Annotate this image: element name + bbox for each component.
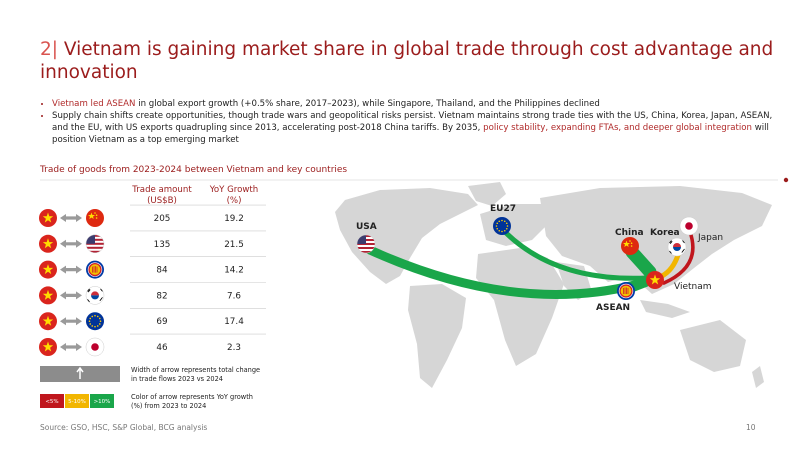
flag-partner bbox=[86, 209, 104, 227]
table-cell: 2.3 bbox=[227, 343, 241, 353]
slide-title: 2| Vietnam is gaining market share in gl… bbox=[40, 38, 780, 84]
bullet-text: Supply chain shifts create opportunities… bbox=[52, 111, 773, 133]
bullet-text: in global export growth (+0.5% share, 20… bbox=[135, 99, 600, 109]
map-label: ASEAN bbox=[596, 303, 630, 313]
flag-vietnam bbox=[39, 312, 57, 331]
flag-vietnam bbox=[39, 260, 57, 279]
table-cell: 205 bbox=[154, 214, 171, 224]
table-cell: 46 bbox=[156, 343, 168, 353]
legend-swatch-green bbox=[90, 394, 114, 408]
flag-partner bbox=[86, 312, 104, 331]
bullet: Supply chain shifts create opportunities… bbox=[52, 110, 787, 146]
table-header: (US$B) bbox=[147, 196, 177, 206]
table-cell: 84 bbox=[156, 266, 168, 276]
flag-china bbox=[621, 237, 639, 255]
table-cell: 69 bbox=[156, 317, 167, 327]
arrow-japan bbox=[662, 230, 695, 285]
table-cell: 19.2 bbox=[224, 214, 244, 224]
flag-korea bbox=[667, 237, 687, 257]
legend-note: in trade flows 2023 vs 2024 bbox=[131, 375, 223, 383]
flag-partner bbox=[85, 337, 105, 357]
flow-arrow bbox=[60, 214, 82, 222]
table-cell: 135 bbox=[154, 240, 171, 250]
flag-vietnam bbox=[39, 234, 57, 253]
flag-japan bbox=[679, 216, 699, 236]
legend-swatch-yellow bbox=[65, 394, 89, 408]
map-label: Korea bbox=[650, 228, 680, 238]
table-cell: 7.6 bbox=[227, 291, 241, 301]
title-text: Vietnam is gaining market share in globa… bbox=[40, 39, 774, 83]
flag-partner bbox=[86, 235, 104, 253]
legend-color-label: 5-10% bbox=[68, 399, 86, 405]
flag-vietnam bbox=[39, 209, 57, 227]
rule-dot bbox=[783, 177, 789, 183]
source: Source: GSO, HSC, S&P Global, BCG analys… bbox=[40, 423, 208, 432]
legend-width-swatch bbox=[40, 366, 120, 382]
map-label: Vietnam bbox=[674, 282, 712, 292]
table-header: (%) bbox=[227, 196, 242, 206]
world-map bbox=[335, 182, 772, 388]
bullet: Vietnam led ASEAN in global export growt… bbox=[52, 98, 787, 110]
title-number: 2| bbox=[40, 39, 59, 60]
map-label: USA bbox=[356, 222, 377, 232]
flow-arrow bbox=[60, 291, 82, 300]
arrow-usa bbox=[365, 245, 651, 299]
table-cell: 82 bbox=[156, 291, 167, 301]
table-cell: 14.2 bbox=[224, 266, 244, 276]
legend-color-label: >10% bbox=[94, 399, 111, 405]
map-label: China bbox=[615, 228, 644, 238]
flag-eu bbox=[493, 217, 511, 235]
flow-arrow bbox=[60, 265, 82, 274]
table-header: Trade amount bbox=[131, 185, 192, 195]
bullet-list: Vietnam led ASEAN in global export growt… bbox=[40, 98, 787, 146]
flag-asean bbox=[616, 281, 636, 301]
arrow-china bbox=[625, 245, 657, 279]
table-cell: 17.4 bbox=[224, 317, 244, 327]
legend-color-label: <5% bbox=[45, 399, 58, 405]
map-label: Japan bbox=[697, 233, 723, 243]
legend-swatch-red bbox=[40, 394, 64, 408]
section-title: Trade of goods from 2023-2024 between Vi… bbox=[40, 165, 348, 175]
flag-partner bbox=[85, 259, 105, 280]
legend-note: Width of arrow represents total change bbox=[131, 366, 260, 374]
flag-vietnam bbox=[39, 338, 57, 356]
flag-vietnam bbox=[39, 286, 57, 305]
table-header: YoY Growth bbox=[209, 185, 258, 195]
table-cell: 21.5 bbox=[224, 240, 244, 250]
flow-arrow bbox=[60, 317, 82, 326]
arrow-korea bbox=[659, 252, 681, 279]
flow-arrow bbox=[60, 343, 82, 351]
legend-note: (%) from 2023 to 2024 bbox=[131, 402, 206, 410]
flag-partner bbox=[85, 285, 105, 305]
highlight: Vietnam led ASEAN bbox=[52, 99, 136, 109]
highlight: policy stability, expanding FTAs, and de… bbox=[483, 123, 752, 133]
arrow-asean bbox=[627, 281, 649, 293]
trade-arrows bbox=[365, 229, 695, 299]
map-label: EU27 bbox=[490, 204, 516, 214]
flow-arrow bbox=[60, 239, 82, 248]
flag-vietnam bbox=[646, 271, 664, 289]
arrow-eu bbox=[502, 229, 649, 281]
bullet-text: will position Vietnam as a top emerging … bbox=[52, 123, 769, 145]
flag-usa bbox=[357, 235, 375, 253]
page-number: 10 bbox=[746, 423, 756, 432]
legend-note: Color of arrow represents YoY growth bbox=[131, 393, 253, 401]
